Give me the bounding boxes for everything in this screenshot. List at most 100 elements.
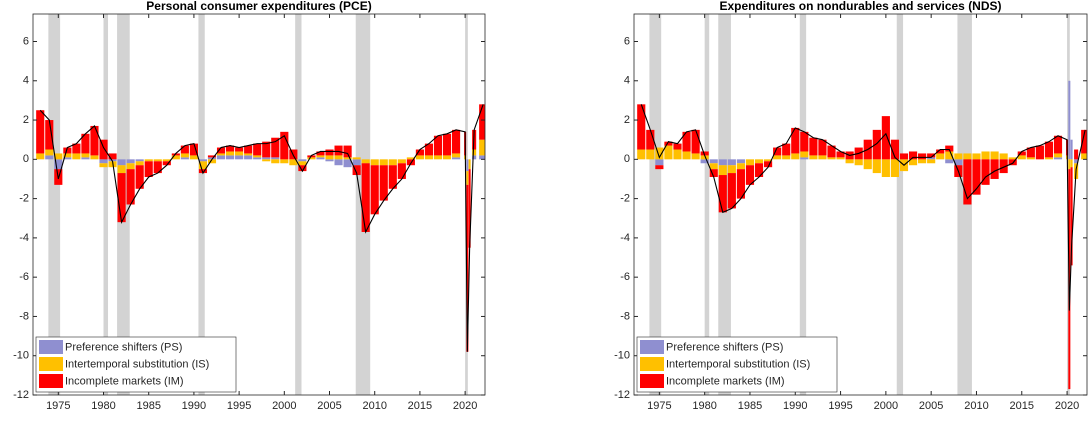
bar-segment [466, 159, 469, 172]
x-tick-label: 1975 [647, 400, 671, 412]
x-tick-label: 2000 [272, 400, 296, 412]
bar-segment [999, 159, 1008, 174]
bar-segment [673, 149, 682, 160]
recession-band [295, 14, 302, 395]
bar-segment [325, 155, 334, 160]
bar-segment [415, 155, 424, 160]
bar-segment [433, 135, 443, 156]
x-tick-label: 2010 [964, 400, 988, 412]
recession-band [198, 14, 205, 395]
bar-segment [126, 163, 135, 170]
bar-segment [235, 147, 244, 152]
bar-segment [468, 169, 471, 248]
bar-segment [700, 151, 709, 156]
bar-segment [379, 165, 388, 201]
bar-segment [927, 153, 936, 158]
bar-segment [126, 159, 135, 164]
bar-segment [352, 159, 361, 166]
bar-segment [45, 149, 54, 156]
bar-segment [334, 145, 343, 156]
bar-segment [253, 155, 262, 158]
bar-segment [388, 159, 397, 166]
bar-segment [682, 131, 691, 152]
bar-segment [262, 159, 271, 162]
bar-segment [479, 104, 485, 140]
bar-segment [479, 139, 485, 156]
bar-segment [836, 151, 845, 158]
bar-segment [791, 127, 800, 154]
bar-segment [216, 153, 226, 156]
bar-segment [135, 161, 144, 166]
bar-segment [144, 159, 153, 162]
bar-segment [691, 129, 700, 154]
y-tick-label: -12 [13, 389, 29, 401]
bar-segment [936, 149, 945, 154]
bar-segment [117, 159, 126, 166]
bar-segment [253, 157, 262, 160]
bar-segment [963, 159, 972, 205]
bar-segment [72, 143, 81, 154]
bar-segment [800, 131, 809, 152]
bar-segment [117, 173, 126, 223]
x-tick-label: 1995 [227, 400, 251, 412]
x-tick-label: 2015 [1010, 400, 1034, 412]
bar-segment [1044, 157, 1054, 160]
bar-segment [468, 159, 471, 170]
bar-segment [325, 149, 334, 156]
bar-segment [361, 159, 370, 164]
bar-segment [954, 153, 963, 160]
bar-segment [442, 133, 452, 156]
y-tick-label: -4 [19, 232, 29, 244]
legend-swatch [640, 374, 664, 388]
y-tick-label: -6 [19, 271, 29, 283]
bar-segment [918, 153, 927, 160]
x-tick-label: 1985 [136, 400, 160, 412]
bar-segment [745, 159, 755, 166]
bar-segment [872, 159, 881, 174]
bar-segment [271, 159, 280, 164]
y-tick-label: -10 [614, 350, 630, 362]
bar-segment [963, 153, 972, 160]
bar-segment [637, 104, 646, 150]
bar-segment [782, 155, 791, 160]
bar-segment [1074, 159, 1079, 164]
bar-segment [198, 161, 208, 170]
bar-segment [316, 151, 325, 156]
bar-segment [754, 163, 764, 178]
bar-segment [927, 159, 936, 164]
bar-segment [72, 153, 81, 160]
legend-swatch [640, 357, 664, 371]
bar-segment [1053, 157, 1063, 160]
bar-segment [226, 155, 235, 160]
bar-segment [927, 157, 936, 160]
panel: -12 -10 -8 -6 -4 -2 0 2 4 6 1975 1980 1985 1990 1995 20… [13, 0, 486, 412]
legend: Preference shifters (PS) Intertemporal su… [35, 336, 237, 393]
legend-label: Incomplete markets (IM) [666, 375, 785, 387]
bar-segment [63, 157, 72, 160]
bar-segment [244, 153, 253, 156]
recession-band [649, 14, 662, 395]
y-tick-label: 4 [624, 75, 630, 87]
bar-segment [899, 153, 909, 160]
bar-segment [280, 131, 289, 160]
bar-segment [81, 153, 90, 158]
bar-segment [954, 159, 963, 166]
bar-segment [90, 155, 99, 160]
bar-segment [36, 110, 45, 154]
bar-segment [307, 157, 316, 160]
bar-segment [800, 157, 809, 160]
bar-segment [791, 153, 800, 160]
legend: Preference shifters (PS) Intertemporal su… [636, 336, 838, 393]
bar-segment [180, 153, 189, 158]
bar-segment [207, 155, 217, 158]
bar-segment [736, 169, 745, 199]
bar-segment [1070, 159, 1073, 168]
y-tick-label: 0 [23, 153, 29, 165]
bar-segment [216, 147, 226, 154]
bar-segment [298, 159, 307, 162]
bar-segment [54, 159, 63, 170]
bar-segment [180, 157, 189, 160]
bar-segment [388, 165, 397, 189]
bar-segment [198, 159, 208, 162]
bar-segment [800, 151, 809, 158]
